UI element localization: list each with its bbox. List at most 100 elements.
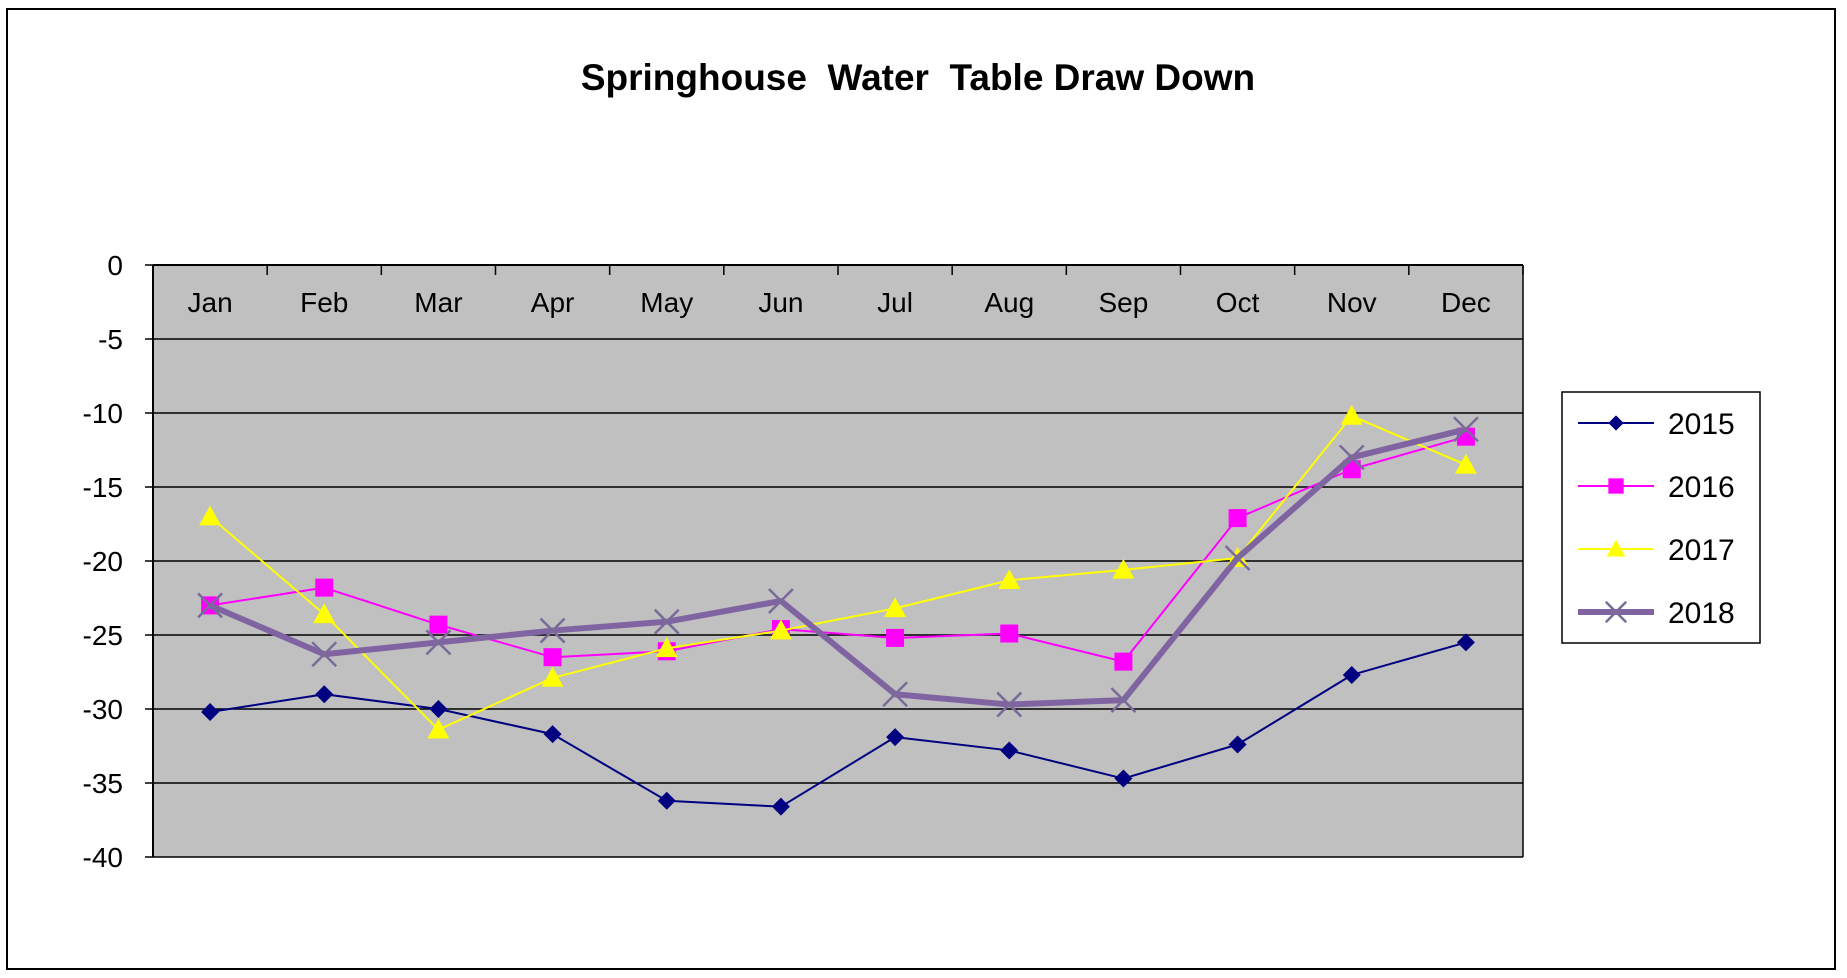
y-axis-labels: 0 -5 -10 -15 -20 -25 -30 -35 -40: [83, 250, 123, 873]
x-tick-label: Mar: [414, 287, 462, 318]
data-point-stroke: [653, 608, 680, 635]
data-point: [1454, 453, 1477, 474]
x-tick-label: May: [640, 287, 693, 318]
data-point-stroke: [1604, 600, 1628, 624]
data-point: [1114, 652, 1133, 671]
x-tick-label: Jul: [877, 287, 913, 318]
y-tick-label: -5: [98, 324, 123, 355]
y-tick-label: -30: [83, 694, 123, 725]
data-point: [201, 702, 220, 721]
data-point: [996, 691, 1023, 718]
series-layer: [197, 404, 1479, 816]
y-tick-label: -10: [83, 398, 123, 429]
y-tick-label: -15: [83, 472, 123, 503]
data-point-stroke: [1110, 687, 1137, 714]
data-point: [543, 648, 562, 667]
data-point: [541, 666, 564, 687]
data-point: [1228, 509, 1247, 528]
legend-item: 2018: [1578, 597, 1735, 630]
data-point-stroke: [425, 629, 452, 656]
data-point: [1114, 769, 1133, 788]
x-tick-label: Jun: [758, 287, 803, 318]
legend-item: 2016: [1578, 471, 1735, 504]
data-point: [313, 603, 336, 624]
data-point: [1453, 416, 1479, 443]
data-point: [882, 681, 908, 708]
data-point-stroke: [197, 592, 223, 619]
data-point: [425, 629, 452, 656]
series-2017: [199, 404, 1477, 739]
data-point-stroke: [768, 588, 794, 614]
data-point: [1608, 415, 1624, 431]
series-2018: [197, 416, 1479, 718]
data-point: [315, 685, 334, 704]
legend-label: 2016: [1668, 471, 1735, 504]
data-point-stroke: [1224, 545, 1251, 571]
x-tick-label: Apr: [531, 287, 575, 318]
data-point: [653, 608, 680, 635]
data-point-stroke: [882, 681, 908, 708]
x-tick-label: Oct: [1216, 287, 1260, 318]
data-point: [657, 791, 676, 810]
data-point-stroke: [996, 691, 1023, 718]
legend-item: 2017: [1578, 534, 1735, 567]
data-point: [1228, 735, 1247, 754]
series-line: [209, 641, 1467, 808]
y-tick-label: -35: [83, 768, 123, 799]
data-point: [886, 728, 905, 747]
legend-label: 2015: [1668, 408, 1735, 441]
data-point: [539, 617, 566, 644]
data-point: [768, 588, 794, 614]
axes: [152, 264, 1524, 857]
data-point: [199, 505, 222, 526]
data-point: [769, 619, 792, 640]
data-point: [1342, 665, 1361, 684]
data-point: [1338, 444, 1365, 471]
data-point: [429, 700, 448, 718]
data-point: [427, 718, 450, 739]
legend: 2015 2016 2017 2018: [1561, 391, 1761, 644]
y-tick-label: -40: [83, 842, 123, 873]
data-point: [1340, 404, 1363, 425]
data-point: [315, 578, 334, 597]
data-point: [1112, 558, 1135, 579]
data-point-stroke: [1338, 444, 1365, 471]
data-point: [1000, 741, 1019, 760]
data-point: [886, 628, 905, 647]
data-point: [1000, 624, 1019, 643]
x-axis-labels: Jan Feb Mar Apr May Jun Jul Aug Sep Oct Nov Dec: [188, 287, 1491, 318]
series-2015: [201, 633, 1475, 816]
data-point: [884, 597, 907, 618]
data-point: [998, 569, 1021, 590]
legend-box: [1561, 391, 1761, 644]
data-point: [1456, 633, 1475, 652]
data-point: [1604, 600, 1628, 624]
data-point: [543, 725, 562, 744]
data-point: [1110, 687, 1137, 714]
data-point: [429, 615, 448, 634]
data-point-stroke: [1453, 416, 1479, 443]
series-line: [208, 426, 1467, 708]
legend-item: 2015: [1578, 408, 1735, 441]
x-tick-label: Jan: [188, 287, 233, 318]
data-point: [655, 637, 678, 658]
data-point: [1224, 545, 1251, 571]
data-point: [197, 592, 223, 619]
data-point-stroke: [311, 641, 338, 668]
chart-title: Springhouse Water Table Draw Down: [581, 57, 1255, 98]
series-line: [209, 414, 1467, 731]
x-tick-label: Nov: [1327, 287, 1377, 318]
series-line: [209, 435, 1467, 663]
x-tick-label: Feb: [300, 287, 348, 318]
legend-label: 2017: [1668, 534, 1735, 567]
y-tick-label: -25: [83, 620, 123, 651]
data-point: [1606, 539, 1626, 557]
data-point-stroke: [539, 617, 566, 644]
data-point: [771, 797, 790, 816]
data-point: [311, 641, 338, 668]
x-tick-label: Aug: [984, 287, 1034, 318]
x-tick-label: Sep: [1099, 287, 1149, 318]
data-point: [1608, 478, 1624, 494]
legend-label: 2018: [1668, 597, 1735, 630]
